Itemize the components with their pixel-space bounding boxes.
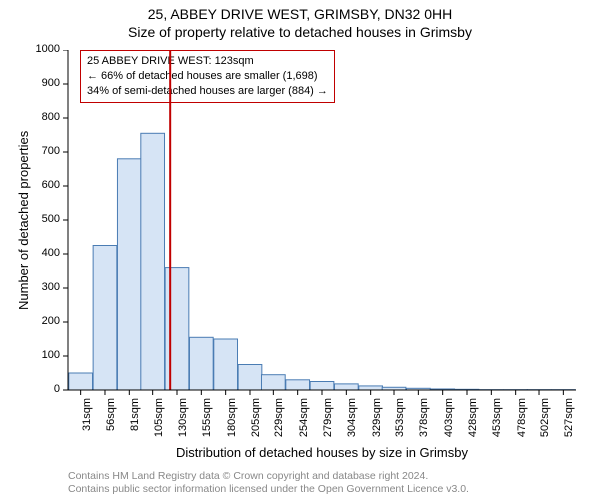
bar xyxy=(334,384,358,390)
y-tick-label: 600 xyxy=(28,179,60,191)
x-tick-label: 428sqm xyxy=(467,398,479,448)
bar xyxy=(189,337,213,390)
x-tick-label: 31sqm xyxy=(81,398,93,448)
chart-svg xyxy=(62,50,576,396)
x-tick-label: 329sqm xyxy=(371,398,383,448)
title-line-1: 25, ABBEY DRIVE WEST, GRIMSBY, DN32 0HH xyxy=(0,0,600,22)
y-tick-label: 400 xyxy=(28,247,60,259)
y-tick-label: 900 xyxy=(28,77,60,89)
x-tick-label: 478sqm xyxy=(516,398,528,448)
y-tick-label: 500 xyxy=(28,213,60,225)
y-tick-label: 200 xyxy=(28,315,60,327)
bar xyxy=(238,365,262,391)
bar xyxy=(165,268,189,390)
x-tick-label: 527sqm xyxy=(563,398,575,448)
x-tick-label: 378sqm xyxy=(418,398,430,448)
x-tick-label: 81sqm xyxy=(129,398,141,448)
bar xyxy=(141,133,165,390)
chart-plot-area xyxy=(68,50,576,390)
x-tick-label: 353sqm xyxy=(394,398,406,448)
y-tick-label: 100 xyxy=(28,349,60,361)
x-tick-label: 105sqm xyxy=(153,398,165,448)
bar xyxy=(93,246,117,391)
x-tick-label: 155sqm xyxy=(201,398,213,448)
x-tick-label: 130sqm xyxy=(177,398,189,448)
x-tick-label: 279sqm xyxy=(322,398,334,448)
bar xyxy=(214,339,238,390)
x-tick-label: 56sqm xyxy=(105,398,117,448)
x-tick-label: 254sqm xyxy=(298,398,310,448)
bar xyxy=(359,386,383,390)
x-tick-label: 403sqm xyxy=(443,398,455,448)
x-tick-label: 205sqm xyxy=(250,398,262,448)
x-tick-label: 453sqm xyxy=(491,398,503,448)
credit-line-1: Contains HM Land Registry data © Crown c… xyxy=(68,470,428,482)
x-tick-label: 229sqm xyxy=(273,398,285,448)
bar xyxy=(286,380,310,390)
bar xyxy=(117,159,141,390)
bar xyxy=(310,382,334,391)
y-tick-label: 700 xyxy=(28,145,60,157)
y-tick-label: 300 xyxy=(28,281,60,293)
x-tick-label: 304sqm xyxy=(346,398,358,448)
bar xyxy=(69,373,93,390)
title-line-2: Size of property relative to detached ho… xyxy=(0,22,600,40)
y-tick-label: 0 xyxy=(28,383,60,395)
x-axis-title: Distribution of detached houses by size … xyxy=(68,445,576,460)
y-tick-label: 1000 xyxy=(28,43,60,55)
credit-line-2: Contains public sector information licen… xyxy=(68,483,469,495)
y-tick-label: 800 xyxy=(28,111,60,123)
x-tick-label: 502sqm xyxy=(539,398,551,448)
x-tick-label: 180sqm xyxy=(226,398,238,448)
bar xyxy=(261,375,285,390)
